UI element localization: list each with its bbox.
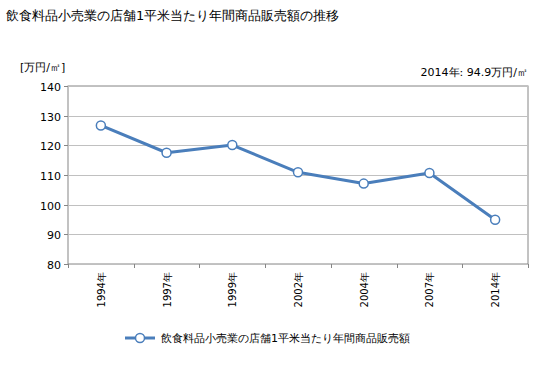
x-tick-label: 2007年 <box>424 272 435 307</box>
x-tick <box>199 264 200 268</box>
y-label: [万円/㎡] <box>20 61 65 74</box>
grid-line <box>68 205 528 206</box>
tick-label: 80 <box>47 259 61 272</box>
tick <box>64 234 68 235</box>
marker <box>359 179 368 188</box>
legend-label: 飲食料品小売業の店舗1平米当たり年間商品販売額 <box>161 332 410 345</box>
tick-label: 130 <box>40 111 61 124</box>
grid-line <box>68 264 528 265</box>
tick-label: 140 <box>40 81 61 94</box>
grid-line <box>68 116 528 117</box>
annotation: 2014年: 94.9万円/㎡ <box>421 66 528 79</box>
tick <box>64 175 68 176</box>
tick <box>64 86 68 87</box>
tick-label: 100 <box>40 200 61 213</box>
x-tick <box>397 264 398 268</box>
marker <box>96 121 105 130</box>
plot-frame <box>68 86 528 264</box>
x-tick-label: 2002年 <box>293 272 304 307</box>
x-tick-label: 2004年 <box>359 272 370 307</box>
tick-label: 120 <box>40 140 61 153</box>
x-tick <box>68 264 69 268</box>
x-tick-label: 2014年 <box>490 272 501 307</box>
marker <box>294 168 303 177</box>
plot-area <box>96 121 499 224</box>
tick <box>64 205 68 206</box>
x-tick-label: 1994年 <box>96 272 107 307</box>
line <box>101 125 495 219</box>
x-tick <box>528 264 529 268</box>
grid-line <box>68 234 528 235</box>
x-tick <box>462 264 463 268</box>
marker <box>162 148 171 157</box>
chart: 飲食料品小売業の店舗1平米当たり年間商品販売額の推移 [万円/㎡] 2014年: 9… <box>0 0 560 366</box>
tick-label: 90 <box>47 229 61 242</box>
tick <box>64 264 68 265</box>
x-tick-label: 1999年 <box>227 272 238 307</box>
grid-line <box>68 145 528 146</box>
title: 飲食料品小売業の店舗1平米当たり年間商品販売額の推移 <box>6 8 339 23</box>
marker <box>228 141 237 150</box>
tick <box>64 145 68 146</box>
x-tick <box>331 264 332 268</box>
marker <box>425 168 434 177</box>
marker <box>491 215 500 224</box>
legend-marker <box>136 334 145 343</box>
x-tick <box>265 264 266 268</box>
grid-line <box>68 86 528 87</box>
x-tick <box>134 264 135 268</box>
tick <box>64 116 68 117</box>
tick-label: 110 <box>40 170 61 183</box>
x-tick-label: 1997年 <box>162 272 173 307</box>
